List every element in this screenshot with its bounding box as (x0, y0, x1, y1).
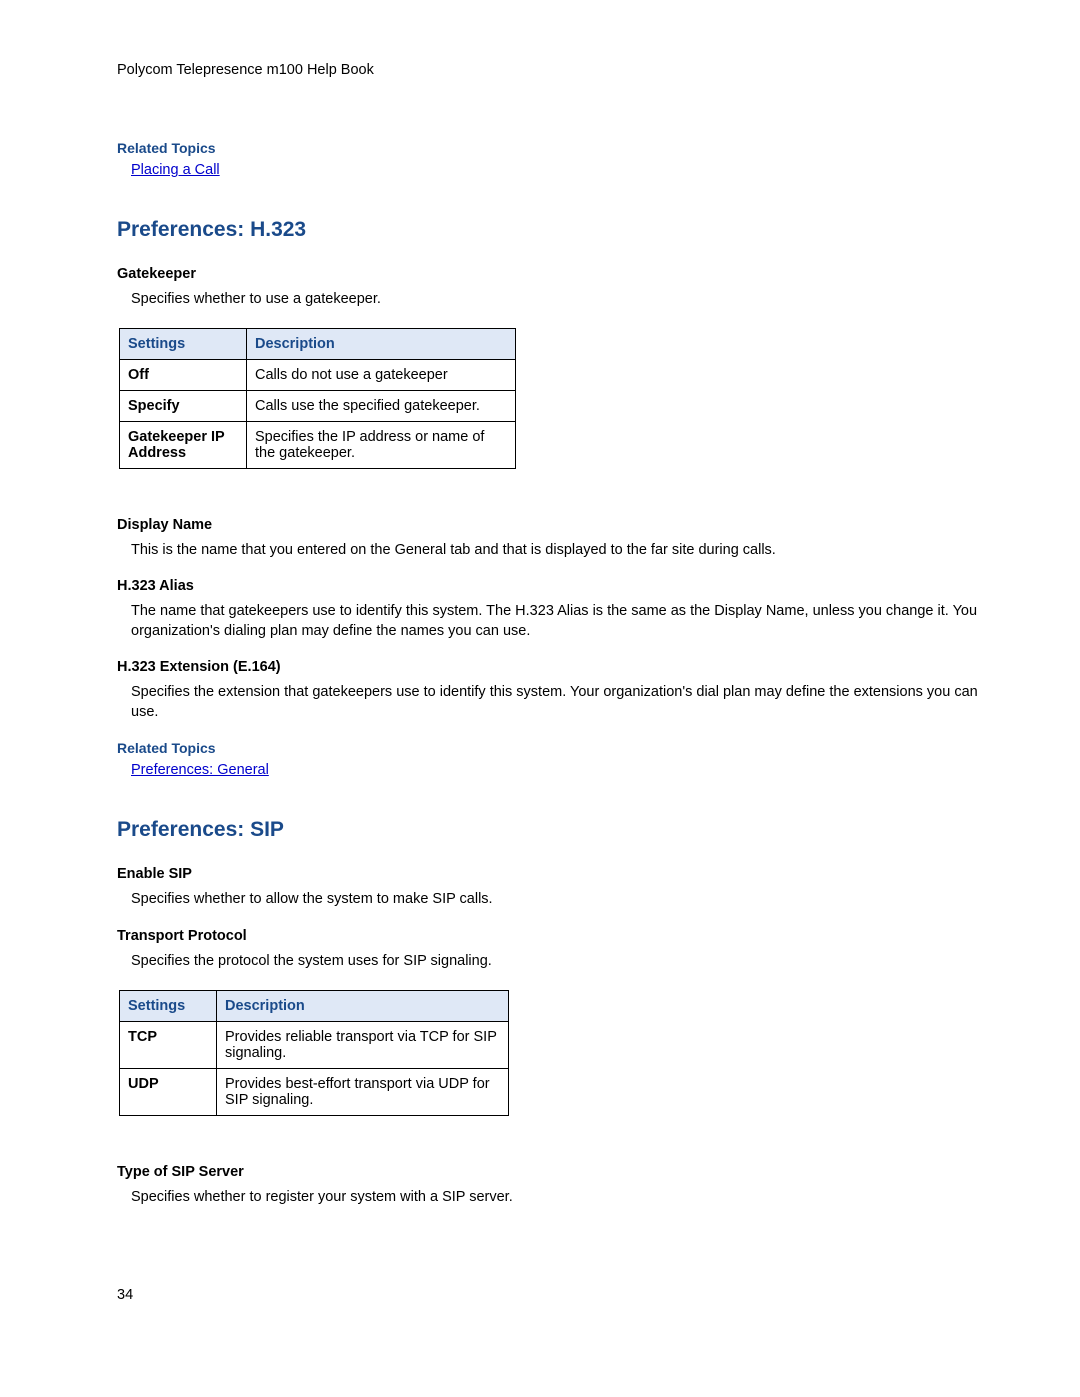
table-header-description: Description (247, 328, 516, 359)
heading-enable-sip: Enable SIP (117, 866, 985, 882)
cell-setting: Gatekeeper IP Address (120, 421, 247, 468)
heading-preferences-h323: Preferences: H.323 (117, 218, 985, 242)
heading-gatekeeper: Gatekeeper (117, 266, 985, 282)
table-row: Off Calls do not use a gatekeeper (120, 359, 516, 390)
text-display-name: This is the name that you entered on the… (131, 541, 985, 561)
table-header-settings: Settings (120, 990, 217, 1021)
cell-desc: Specifies the IP address or name of the … (247, 421, 516, 468)
table-gatekeeper: Settings Description Off Calls do not us… (119, 328, 516, 469)
cell-desc: Calls do not use a gatekeeper (247, 359, 516, 390)
cell-desc: Provides best-effort transport via UDP f… (217, 1068, 509, 1115)
heading-h323-alias: H.323 Alias (117, 578, 985, 594)
page-number: 34 (117, 1287, 985, 1303)
text-enable-sip: Specifies whether to allow the system to… (131, 890, 985, 910)
heading-transport-protocol: Transport Protocol (117, 928, 985, 944)
heading-sip-server-type: Type of SIP Server (117, 1164, 985, 1180)
cell-setting: UDP (120, 1068, 217, 1115)
text-transport-protocol: Specifies the protocol the system uses f… (131, 952, 985, 972)
heading-display-name: Display Name (117, 517, 985, 533)
cell-setting: Specify (120, 390, 247, 421)
link-preferences-general[interactable]: Preferences: General (131, 762, 985, 778)
table-header-settings: Settings (120, 328, 247, 359)
related-topics-heading: Related Topics (117, 740, 985, 756)
table-row: Specify Calls use the specified gatekeep… (120, 390, 516, 421)
related-topics-heading: Related Topics (117, 140, 985, 156)
heading-h323-extension: H.323 Extension (E.164) (117, 659, 985, 675)
table-row: Gatekeeper IP Address Specifies the IP a… (120, 421, 516, 468)
table-row: UDP Provides best-effort transport via U… (120, 1068, 509, 1115)
heading-preferences-sip: Preferences: SIP (117, 818, 985, 842)
book-title: Polycom Telepresence m100 Help Book (117, 62, 985, 78)
cell-desc: Provides reliable transport via TCP for … (217, 1021, 509, 1068)
cell-setting: Off (120, 359, 247, 390)
text-gatekeeper: Specifies whether to use a gatekeeper. (131, 290, 985, 310)
table-transport: Settings Description TCP Provides reliab… (119, 990, 509, 1116)
text-h323-alias: The name that gatekeepers use to identif… (131, 602, 985, 641)
cell-desc: Calls use the specified gatekeeper. (247, 390, 516, 421)
link-placing-a-call[interactable]: Placing a Call (131, 162, 985, 178)
cell-setting: TCP (120, 1021, 217, 1068)
document-page: Polycom Telepresence m100 Help Book Rela… (0, 0, 1080, 1303)
text-h323-extension: Specifies the extension that gatekeepers… (131, 683, 985, 722)
text-sip-server-type: Specifies whether to register your syste… (131, 1188, 985, 1208)
table-row: TCP Provides reliable transport via TCP … (120, 1021, 509, 1068)
table-header-description: Description (217, 990, 509, 1021)
